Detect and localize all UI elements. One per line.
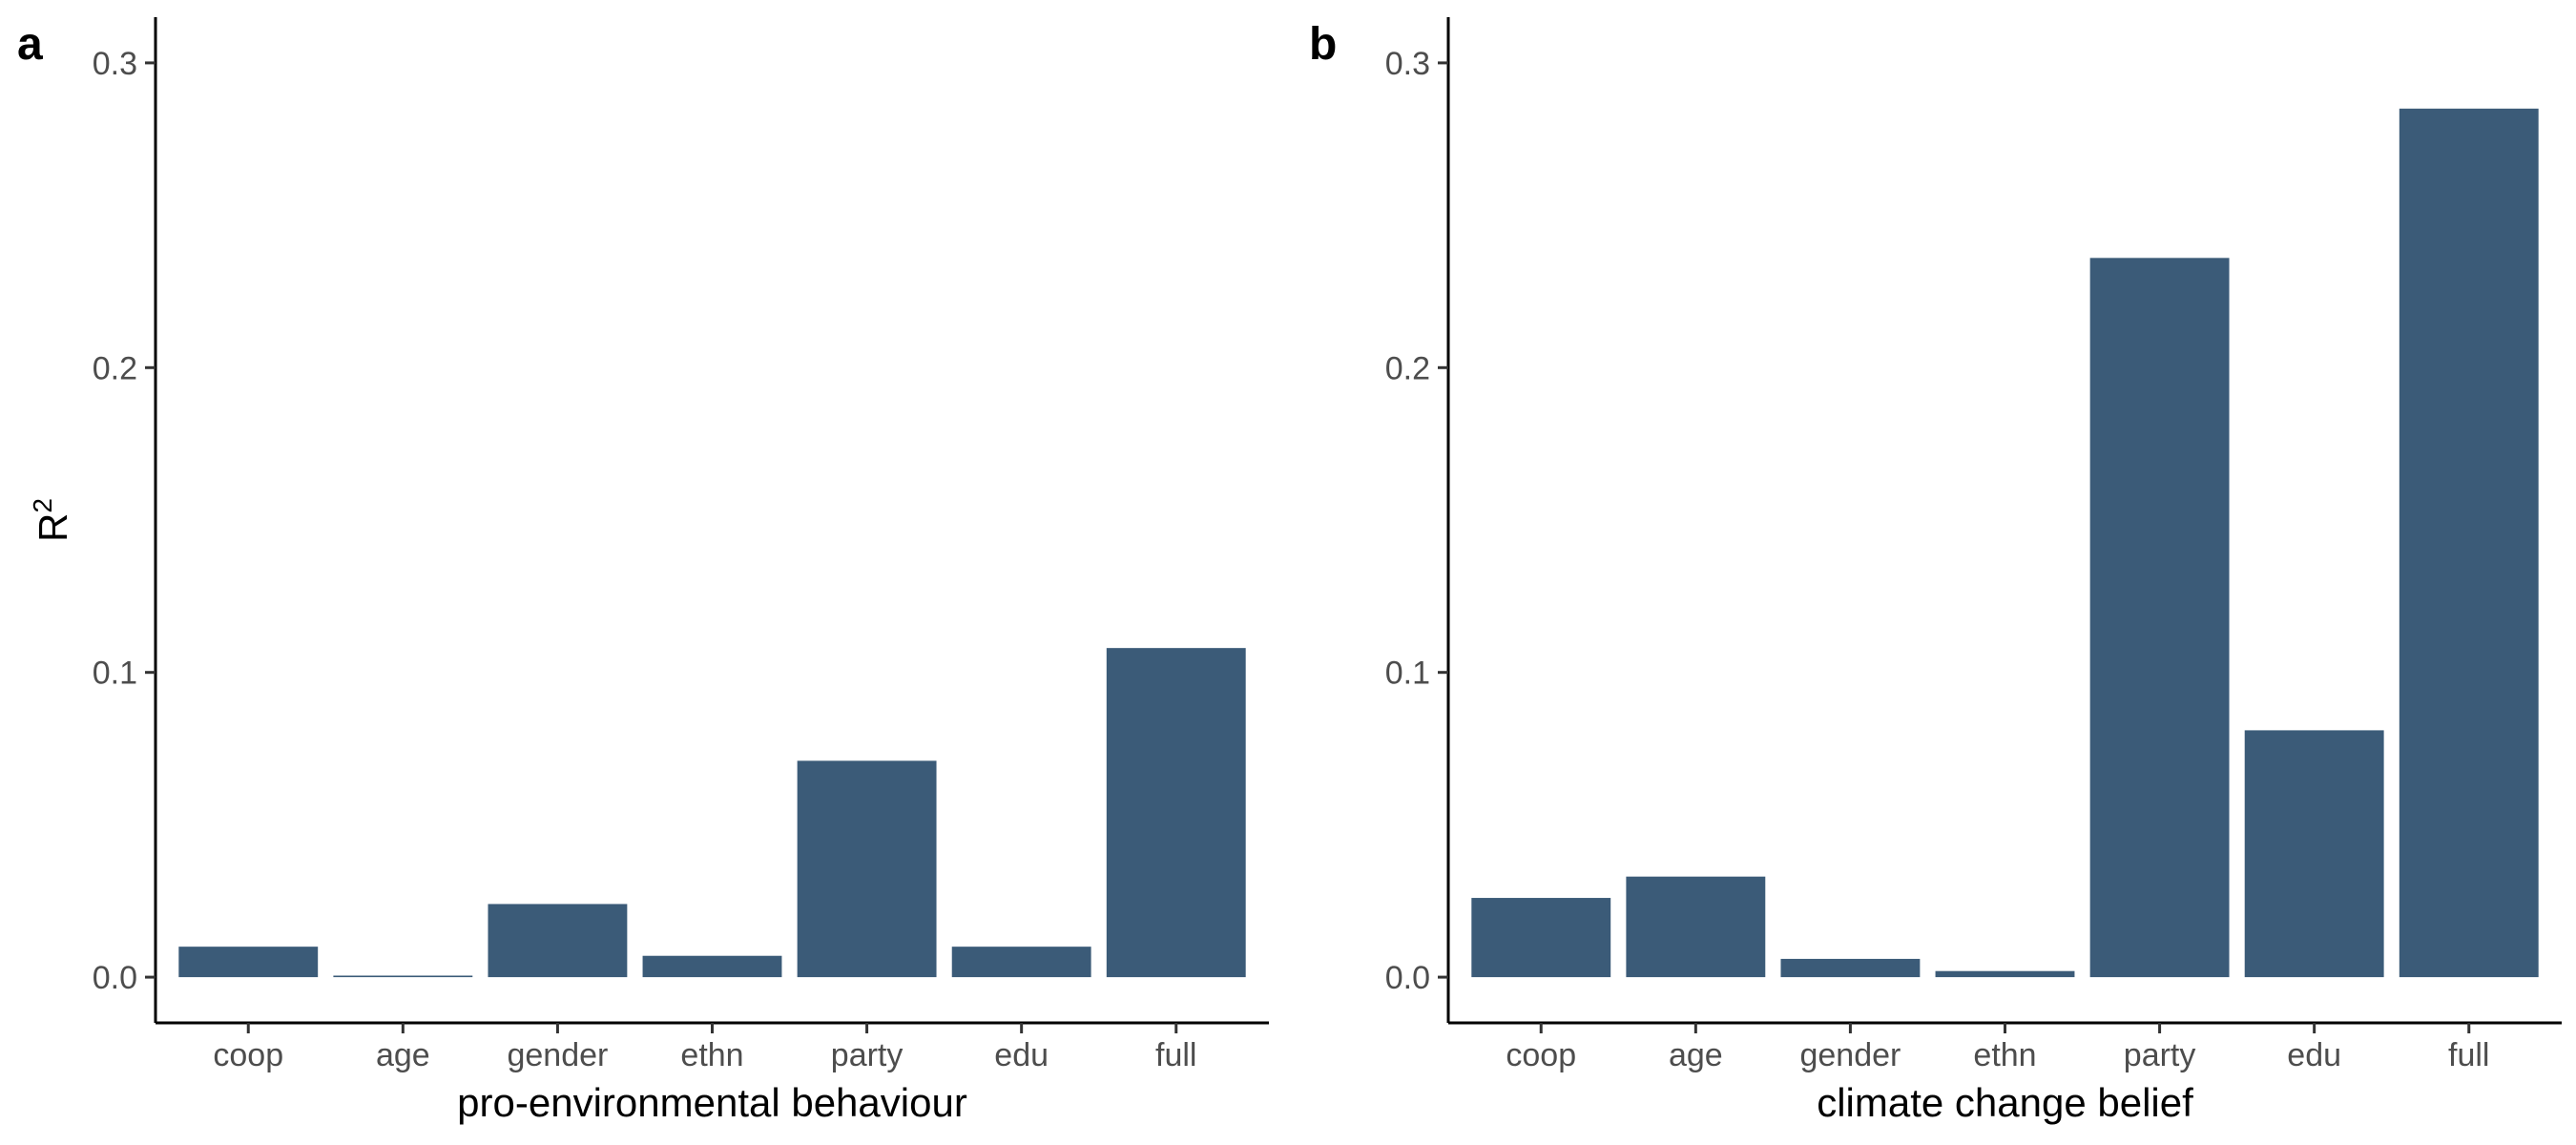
- panel-a-y-axis-title-sup: 2: [28, 498, 57, 513]
- panel-b-y-tick-label-0.3: 0.3: [1385, 46, 1430, 82]
- panel-b-x-tick-label-party: party: [2124, 1037, 2196, 1073]
- panel-b-y-tick-label-0.2: 0.2: [1385, 350, 1430, 386]
- panel-b-x-ticks: coop age gender ethn party edu full: [1506, 1023, 2489, 1073]
- panel-a-y-tick-label-0.0: 0.0: [93, 960, 137, 996]
- panel-b-x-tick-label-full: full: [2448, 1037, 2489, 1073]
- panel-b-bar-age: [1626, 876, 1766, 978]
- panel-a-x-tick-label-party: party: [831, 1037, 904, 1073]
- panel-b-y-tick-label-0.1: 0.1: [1385, 656, 1430, 692]
- panel-a-y-axis-title-main: R: [31, 513, 75, 542]
- panel-a-x-tick-label-full: full: [1155, 1037, 1196, 1073]
- panel-a: a R2 0.0 0.1 0.2 0.3 coop age gender ethn party…: [17, 17, 1269, 1125]
- panel-a-x-tick-label-edu: edu: [994, 1037, 1049, 1073]
- panel-b-bar-ethn: [1935, 970, 2075, 978]
- panel-b-x-tick-label-coop: coop: [1506, 1037, 1576, 1073]
- panel-a-x-tick-label-gender: gender: [507, 1037, 608, 1073]
- panel-b-x-tick-label-gender: gender: [1799, 1037, 1901, 1073]
- panel-a-bar-full: [1106, 648, 1246, 978]
- panel-b-bar-party: [2089, 258, 2230, 978]
- panel-a-y-tick-label-0.3: 0.3: [93, 46, 137, 82]
- panel-b-tag: b: [1309, 19, 1337, 70]
- panel-b-x-axis-title: climate change belief: [1817, 1080, 2193, 1125]
- panel-b-bar-full: [2399, 108, 2539, 978]
- panel-a-y-ticks: 0.0 0.1 0.2 0.3: [93, 46, 156, 996]
- panel-b-bar-coop: [1471, 898, 1611, 978]
- panel-a-bar-gender: [488, 904, 628, 978]
- panel-b-bar-gender: [1780, 958, 1921, 978]
- panel-a-y-axis-title: R2: [28, 498, 75, 542]
- panel-a-y-tick-label-0.2: 0.2: [93, 350, 137, 386]
- panel-a-x-axis-title: pro-environmental behaviour: [457, 1080, 967, 1125]
- panel-b-bars: [1471, 108, 2539, 978]
- panel-b: b 0.0 0.1 0.2 0.3 coop age gender ethn party edu…: [1309, 17, 2562, 1125]
- panel-a-bar-ethn: [642, 955, 782, 978]
- panel-a-x-tick-label-ethn: ethn: [680, 1037, 743, 1073]
- panel-a-x-tick-label-age: age: [376, 1037, 430, 1073]
- panel-a-bar-edu: [951, 947, 1091, 978]
- panel-b-y-ticks: 0.0 0.1 0.2 0.3: [1385, 46, 1448, 996]
- panel-b-bar-edu: [2244, 730, 2384, 978]
- svg-text:R2: R2: [28, 498, 75, 542]
- panel-a-bar-age: [333, 975, 473, 978]
- panel-a-bar-party: [797, 760, 937, 978]
- panel-a-x-ticks: coop age gender ethn party edu full: [213, 1023, 1196, 1073]
- panel-a-y-tick-label-0.1: 0.1: [93, 656, 137, 692]
- panel-b-x-tick-label-edu: edu: [2287, 1037, 2341, 1073]
- panel-b-x-tick-label-ethn: ethn: [1973, 1037, 2036, 1073]
- panel-a-x-tick-label-coop: coop: [213, 1037, 283, 1073]
- panel-a-bars: [178, 648, 1246, 978]
- panel-a-bar-coop: [178, 947, 319, 978]
- panel-a-tag: a: [17, 19, 43, 70]
- panel-b-x-tick-label-age: age: [1669, 1037, 1723, 1073]
- panel-b-y-tick-label-0.0: 0.0: [1385, 960, 1430, 996]
